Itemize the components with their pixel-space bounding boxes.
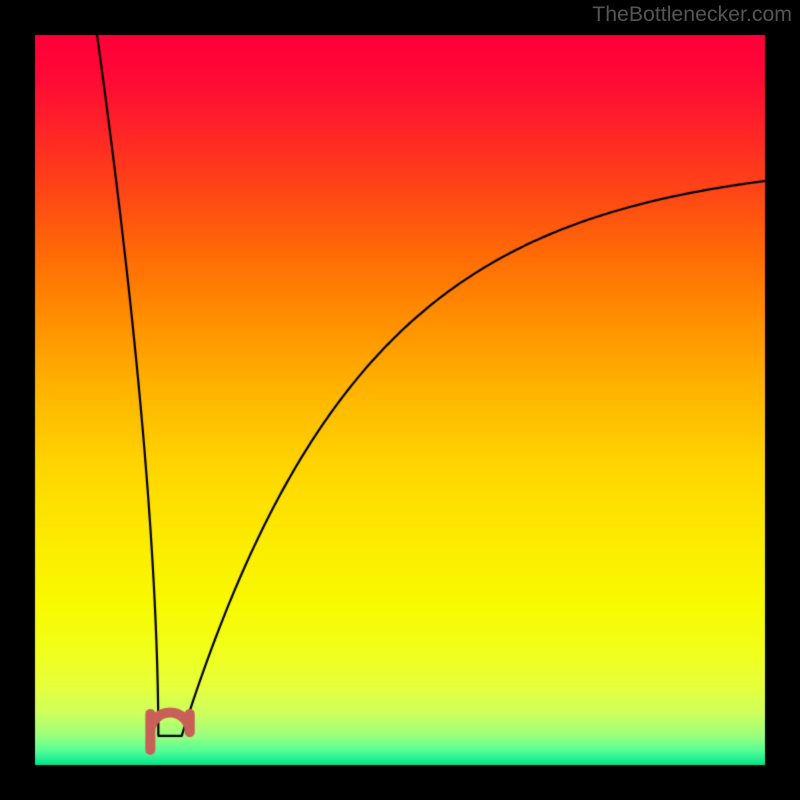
- bottleneck-curve-chart: [0, 0, 800, 800]
- chart-stage: TheBottlenecker.com: [0, 0, 800, 800]
- watermark-label: TheBottlenecker.com: [592, 2, 792, 27]
